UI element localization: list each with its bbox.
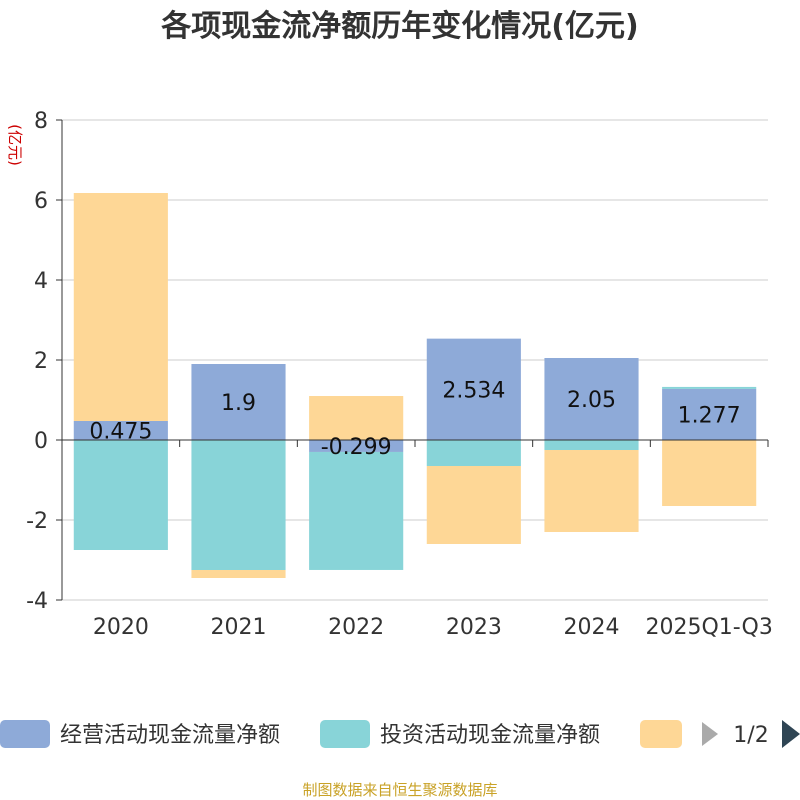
x-tick-label-2023: 2023: [446, 615, 502, 640]
bar-s0-2023: [426, 338, 521, 440]
bar-s1-2020: [73, 440, 168, 550]
bar-s0-2021: [191, 364, 286, 440]
bar-s0-2022: [309, 440, 404, 452]
bar-s0-2025Q1-Q3: [662, 388, 757, 440]
data-source-note: 制图数据来自恒生聚源数据库: [302, 781, 497, 799]
y-tick-label-8: 8: [34, 109, 48, 134]
legend-label-investing[interactable]: 投资活动现金流量净额: [380, 723, 600, 748]
y-tick-label-0: 0: [34, 429, 48, 454]
data-label-2020: 0.475: [89, 420, 152, 445]
y-axis-unit: (亿元): [6, 124, 24, 166]
bar-s0-2024: [544, 358, 639, 440]
data-label-2022: -0.299: [321, 435, 392, 460]
legend-swatch-investing[interactable]: [320, 720, 370, 748]
axes: -4 -2 0 2 4 6 8 2020 2021 2022 2023 2024 2025Q1-Q3: [26, 109, 773, 640]
bar-s2-2021: [191, 570, 286, 578]
bar-s1-2021: [191, 440, 286, 570]
bar-s2-2020: [73, 193, 168, 421]
bar-s1-2025Q1-Q3: [662, 386, 757, 389]
legend-prev-page-icon[interactable]: [702, 722, 718, 746]
legend: 经营活动现金流量净额 投资活动现金流量净额 1/2: [0, 720, 800, 748]
y-tick-label-2: 2: [34, 349, 48, 374]
x-tick-label-2021: 2021: [211, 615, 267, 640]
bar-s1-2022: [309, 451, 404, 570]
chart-title: 各项现金流净额历年变化情况(亿元): [160, 9, 638, 44]
x-tick-label-2020: 2020: [93, 615, 149, 640]
data-labels: 0.475 1.9 -0.299 2.534 2.05 1.277: [89, 378, 740, 460]
x-tick-label-2025Q1-Q3: 2025Q1-Q3: [645, 615, 772, 640]
x-tick-label-2024: 2024: [564, 615, 620, 640]
legend-swatch-operating[interactable]: [0, 720, 50, 748]
legend-swatch-financing[interactable]: [640, 720, 682, 748]
y-tick-label--4: -4: [26, 589, 48, 614]
bar-s0-2020: [73, 421, 168, 440]
y-tick-label--2: -2: [26, 509, 48, 534]
bar-s1-2023: [426, 440, 521, 466]
legend-page-indicator: 1/2: [733, 723, 768, 748]
y-tick-label-6: 6: [34, 189, 48, 214]
bar-s2-2023: [426, 466, 521, 544]
bars: [73, 193, 757, 578]
legend-next-page-icon[interactable]: [782, 720, 800, 748]
data-label-2025Q1-Q3: 1.277: [678, 403, 741, 428]
legend-label-operating[interactable]: 经营活动现金流量净额: [60, 723, 280, 748]
data-label-2024: 2.05: [567, 388, 616, 413]
grid-lines: [62, 119, 768, 601]
data-label-2021: 1.9: [221, 391, 256, 416]
bar-s2-2025Q1-Q3: [662, 440, 757, 506]
bar-s2-2022: [309, 396, 404, 440]
x-tick-label-2022: 2022: [328, 615, 384, 640]
bar-s2-2024: [544, 450, 639, 532]
data-label-2023: 2.534: [442, 378, 505, 403]
bar-s1-2024: [544, 440, 639, 450]
y-tick-label-4: 4: [34, 269, 48, 294]
